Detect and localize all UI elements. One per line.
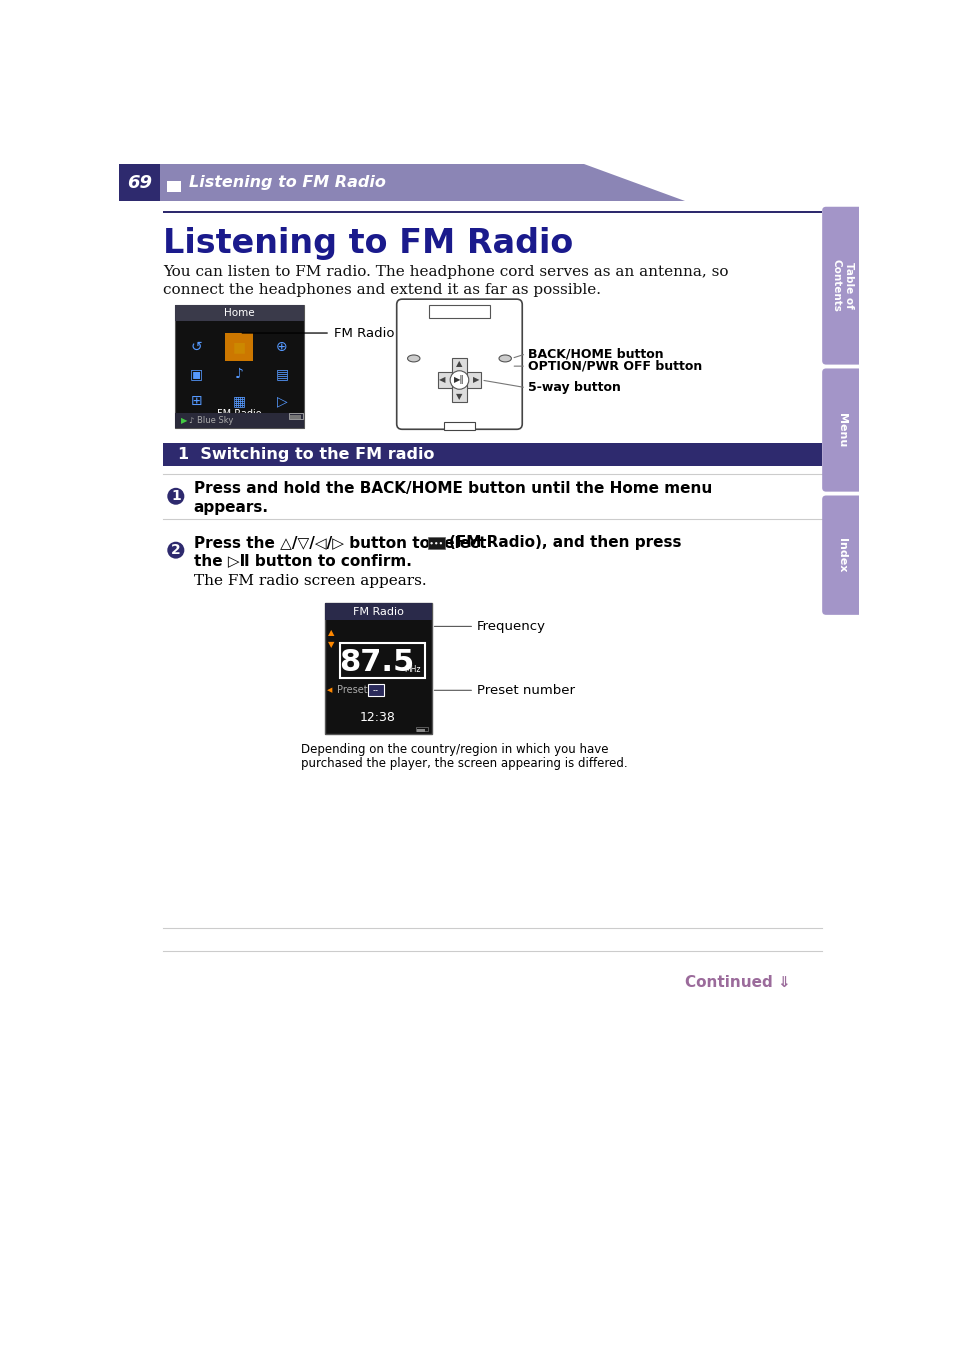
Text: --: -- (373, 686, 378, 695)
Text: ▶: ▶ (181, 416, 188, 425)
Bar (416, 726, 428, 732)
Text: FM Radio: FM Radio (217, 408, 262, 419)
Text: (FM Radio), and then press: (FM Radio), and then press (449, 534, 681, 549)
Ellipse shape (498, 355, 511, 362)
Circle shape (435, 543, 436, 544)
Text: ▼: ▼ (327, 640, 334, 648)
FancyBboxPatch shape (821, 496, 862, 615)
Bar (452, 359, 467, 401)
Bar (174, 304, 304, 427)
Text: ▦: ▦ (233, 393, 246, 408)
Bar (225, 333, 253, 360)
Text: ▶‖: ▶‖ (454, 375, 464, 385)
Bar (169, 188, 179, 190)
Text: Home: Home (224, 308, 254, 318)
Text: purchased the player, the screen appearing is differed.: purchased the player, the screen appeari… (301, 758, 627, 770)
Text: ⊕: ⊕ (276, 340, 288, 353)
Circle shape (172, 195, 175, 196)
Circle shape (439, 543, 441, 544)
Text: 1: 1 (171, 489, 180, 503)
Circle shape (176, 195, 178, 196)
Text: ▲: ▲ (327, 627, 334, 637)
Text: ■: ■ (233, 340, 246, 353)
Text: ♪ Blue Sky: ♪ Blue Sky (189, 416, 233, 425)
Text: FM Radio: FM Radio (334, 326, 394, 340)
Text: ▷: ▷ (276, 393, 287, 408)
Circle shape (170, 195, 172, 196)
Text: Listening to FM Radio: Listening to FM Radio (189, 175, 385, 190)
Text: Frequency: Frequency (476, 619, 545, 633)
Bar (324, 603, 431, 621)
Text: 5-way button: 5-way button (527, 381, 619, 395)
Text: Table of
Contents: Table of Contents (830, 259, 853, 312)
Bar (289, 414, 303, 418)
Text: BACK/HOME button: BACK/HOME button (527, 348, 662, 360)
Text: ▤: ▤ (275, 367, 288, 381)
Bar (340, 644, 425, 678)
FancyBboxPatch shape (396, 299, 521, 429)
FancyBboxPatch shape (821, 369, 862, 492)
Bar (416, 729, 424, 732)
Text: Press the △/▽/◁/▷ button to select: Press the △/▽/◁/▷ button to select (193, 534, 486, 549)
Text: appears.: appears. (193, 500, 269, 515)
Text: ♪: ♪ (234, 367, 244, 381)
Text: the ▷Ⅱ button to confirm.: the ▷Ⅱ button to confirm. (193, 553, 411, 569)
Text: Listening to FM Radio: Listening to FM Radio (163, 227, 573, 260)
Circle shape (430, 543, 433, 544)
Text: 87.5: 87.5 (338, 648, 414, 677)
Text: Depending on the country/region in which you have: Depending on the country/region in which… (301, 743, 608, 756)
Bar (174, 414, 304, 427)
Text: 12:38: 12:38 (360, 711, 395, 723)
Text: MHz: MHz (404, 666, 420, 674)
Bar (119, 164, 159, 201)
Bar (429, 304, 489, 318)
Circle shape (167, 488, 184, 504)
Text: ▼: ▼ (456, 392, 462, 401)
Bar (163, 211, 821, 212)
Text: Preset: Preset (336, 685, 367, 696)
Bar (443, 422, 475, 430)
Text: ▣: ▣ (190, 367, 203, 381)
Text: The FM radio screen appears.: The FM radio screen appears. (193, 574, 426, 588)
Bar (324, 603, 431, 734)
Circle shape (167, 541, 184, 559)
Text: 1  Switching to the FM radio: 1 Switching to the FM radio (178, 447, 435, 462)
Text: ▶: ▶ (473, 375, 479, 385)
Text: Press and hold the BACK/HOME button until the Home menu: Press and hold the BACK/HOME button unti… (193, 481, 711, 496)
Bar (163, 443, 821, 466)
Text: ◀: ◀ (438, 375, 445, 385)
Text: ▲: ▲ (456, 359, 462, 367)
Bar (368, 684, 383, 696)
Text: ↺: ↺ (191, 340, 202, 353)
Bar (427, 537, 444, 548)
Text: You can listen to FM radio. The headphone cord serves as an antenna, so: You can listen to FM radio. The headphon… (163, 266, 728, 279)
Bar (290, 415, 300, 419)
Bar (167, 181, 181, 192)
Text: ◀: ◀ (326, 688, 332, 693)
FancyBboxPatch shape (821, 207, 862, 364)
Text: ⊞: ⊞ (191, 393, 202, 408)
Bar (119, 164, 858, 201)
Text: FM Radio: FM Radio (353, 607, 403, 616)
Text: Index: Index (837, 538, 846, 573)
Text: Menu: Menu (837, 412, 846, 447)
Text: connect the headphones and extend it as far as possible.: connect the headphones and extend it as … (163, 284, 600, 297)
Text: 2: 2 (171, 543, 180, 558)
Text: OPTION/PWR OFF button: OPTION/PWR OFF button (527, 360, 701, 373)
Text: Continued ⇓: Continued ⇓ (684, 974, 790, 989)
Ellipse shape (407, 355, 419, 362)
Polygon shape (583, 164, 858, 201)
Text: 69: 69 (127, 174, 152, 192)
Text: Preset number: Preset number (476, 684, 574, 697)
Bar (437, 373, 480, 388)
Circle shape (450, 371, 468, 389)
Bar (174, 304, 304, 322)
